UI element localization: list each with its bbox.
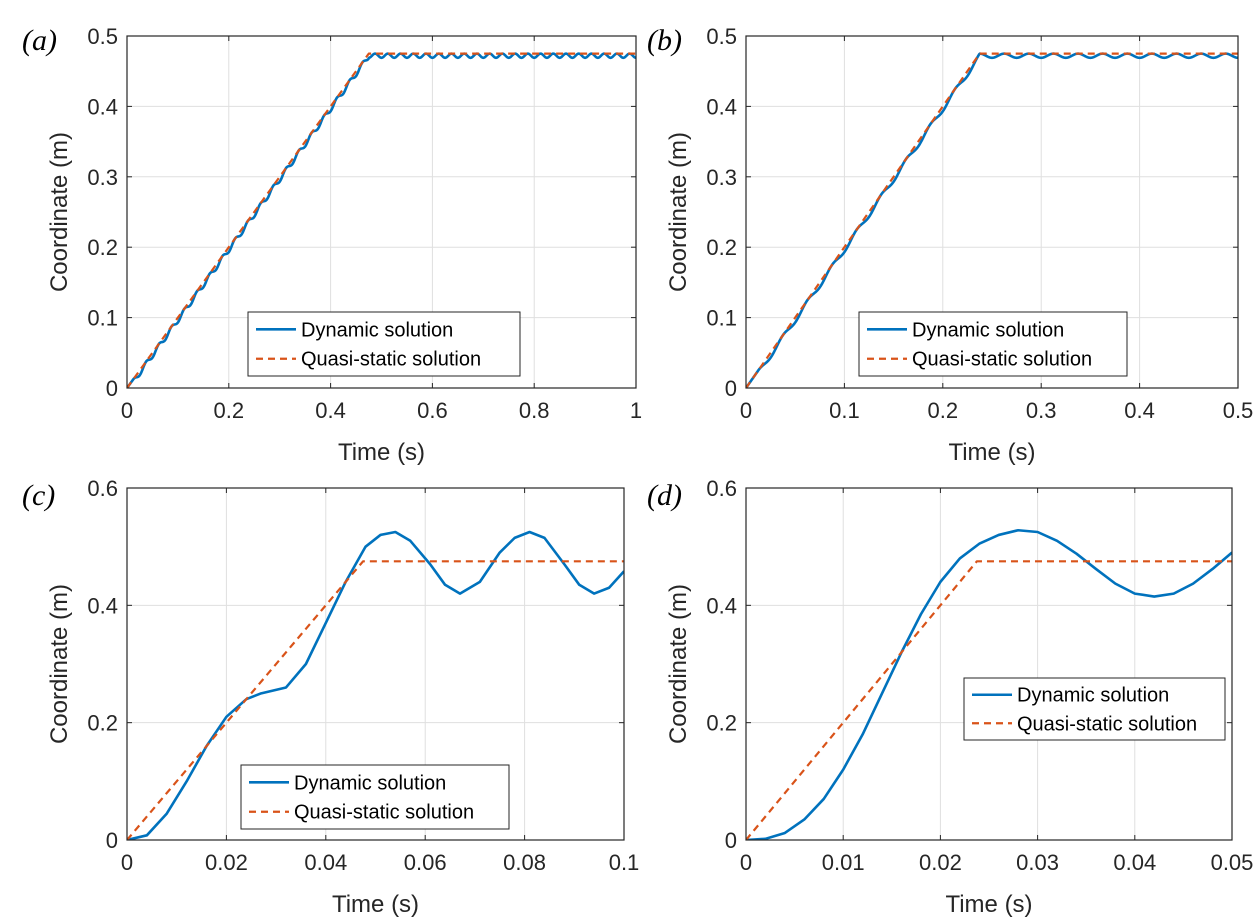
panel-label: (a) bbox=[22, 24, 57, 57]
legend-box bbox=[963, 677, 1226, 741]
series-line-dynamic bbox=[127, 52, 636, 388]
y-tick-label: 0.4 bbox=[706, 593, 737, 618]
x-tick-label: 0.02 bbox=[205, 850, 248, 875]
x-tick-label: 0.1 bbox=[829, 398, 860, 423]
chart-panel-d: 0 0.01 0.02 0.03 0.04 0.05 0 0.2 0.4 0.6 Time (s) C… bbox=[647, 476, 1253, 918]
x-tick-label: 0.02 bbox=[919, 850, 962, 875]
y-tick-label: 0 bbox=[725, 376, 737, 401]
axes-box bbox=[126, 487, 625, 841]
chart-panel-b: 0 0.1 0.2 0.3 0.4 0.5 0 0.1 0.2 0.3 0.4 0.5 Time (s)… bbox=[647, 24, 1253, 466]
y-tick-label: 0.5 bbox=[706, 24, 737, 49]
y-tick-label: 0.4 bbox=[87, 593, 118, 618]
x-tick-label: 0.06 bbox=[404, 850, 447, 875]
legend: Dynamic solution Quasi-static solution bbox=[858, 311, 1128, 377]
y-tick-label: 0.1 bbox=[87, 306, 118, 331]
x-tick-label: 0 bbox=[740, 850, 752, 875]
panel-label: (c) bbox=[22, 479, 55, 512]
series-line-quasi-static bbox=[127, 52, 636, 388]
x-tick-label: 0.5 bbox=[1223, 398, 1254, 423]
y-tick-label: 0.3 bbox=[706, 165, 737, 190]
y-tick-label: 0 bbox=[725, 828, 737, 853]
y-tick-label: 0.1 bbox=[706, 306, 737, 331]
series-line-quasi-static bbox=[127, 560, 624, 840]
x-tick-label: 0.4 bbox=[1124, 398, 1155, 423]
y-axis-label: Coordinate (m) bbox=[665, 132, 692, 292]
x-axis-label: Time (s) bbox=[338, 439, 425, 466]
chart-panel-c: 0 0.02 0.04 0.06 0.08 0.1 0 0.2 0.4 0.6 Time (s) Co… bbox=[22, 476, 639, 918]
panel-label: (b) bbox=[647, 24, 682, 57]
legend-box bbox=[858, 311, 1128, 377]
x-tick-label: 0.3 bbox=[1026, 398, 1057, 423]
x-tick-label: 0.01 bbox=[822, 850, 865, 875]
legend-box bbox=[240, 764, 510, 830]
x-tick-label: 0.08 bbox=[503, 850, 546, 875]
series-line-quasi-static bbox=[746, 560, 1232, 840]
series-line-dynamic bbox=[746, 528, 1232, 840]
y-tick-label: 0.2 bbox=[87, 711, 118, 736]
y-axis-label: Coordinate (m) bbox=[46, 584, 73, 744]
x-tick-label: 0.8 bbox=[519, 398, 550, 423]
axes-box bbox=[126, 35, 637, 389]
y-tick-label: 0.2 bbox=[87, 235, 118, 260]
y-tick-label: 0.4 bbox=[706, 94, 737, 119]
panel-label: (d) bbox=[647, 479, 682, 512]
series-line-dynamic bbox=[127, 530, 624, 840]
y-axis-label: Coordinate (m) bbox=[665, 584, 692, 744]
legend: Dynamic solution Quasi-static solution bbox=[963, 677, 1226, 741]
series-line-quasi-static bbox=[746, 52, 1238, 388]
legend-label: Dynamic solution bbox=[912, 319, 1064, 341]
legend-box bbox=[247, 311, 521, 377]
x-tick-label: 0.1 bbox=[609, 850, 640, 875]
x-tick-label: 0 bbox=[121, 398, 133, 423]
legend: Dynamic solution Quasi-static solution bbox=[247, 311, 521, 377]
x-tick-label: 0.03 bbox=[1016, 850, 1059, 875]
legend-label: Dynamic solution bbox=[301, 319, 453, 341]
x-axis-label: Time (s) bbox=[332, 891, 419, 918]
series-line-dynamic bbox=[746, 52, 1238, 388]
legend-label: Dynamic solution bbox=[1017, 685, 1169, 707]
y-tick-label: 0.5 bbox=[87, 24, 118, 49]
y-tick-label: 0.2 bbox=[706, 711, 737, 736]
legend-label: Dynamic solution bbox=[294, 772, 446, 794]
x-tick-label: 0.2 bbox=[214, 398, 245, 423]
chart-panel-a: 0 0.2 0.4 0.6 0.8 1 0 0.1 0.2 0.3 0.4 0.5 Time (s) Co… bbox=[22, 24, 642, 466]
x-tick-label: 0.6 bbox=[417, 398, 448, 423]
y-tick-label: 0 bbox=[106, 828, 118, 853]
x-tick-label: 0 bbox=[740, 398, 752, 423]
axes-box bbox=[745, 487, 1233, 841]
y-tick-label: 0.6 bbox=[706, 476, 737, 501]
y-tick-label: 0.3 bbox=[87, 165, 118, 190]
y-axis-label: Coordinate (m) bbox=[46, 132, 73, 292]
x-tick-label: 0 bbox=[121, 850, 133, 875]
y-tick-label: 0.6 bbox=[87, 476, 118, 501]
legend-label: Quasi-static solution bbox=[294, 802, 474, 824]
legend-label: Quasi-static solution bbox=[912, 349, 1092, 371]
x-tick-label: 1 bbox=[630, 398, 642, 423]
y-tick-label: 0.2 bbox=[706, 235, 737, 260]
plot-area bbox=[746, 488, 1232, 840]
x-tick-label: 0.05 bbox=[1211, 850, 1254, 875]
legend-label: Quasi-static solution bbox=[1017, 713, 1197, 735]
legend-label: Quasi-static solution bbox=[301, 349, 481, 371]
legend: Dynamic solution Quasi-static solution bbox=[240, 764, 510, 830]
x-tick-label: 0.2 bbox=[928, 398, 959, 423]
axes-box bbox=[745, 35, 1239, 389]
x-tick-label: 0.4 bbox=[315, 398, 346, 423]
x-tick-label: 0.04 bbox=[304, 850, 347, 875]
y-tick-label: 0 bbox=[106, 376, 118, 401]
x-tick-label: 0.04 bbox=[1113, 850, 1156, 875]
x-axis-label: Time (s) bbox=[945, 891, 1032, 918]
y-tick-label: 0.4 bbox=[87, 94, 118, 119]
x-axis-label: Time (s) bbox=[948, 439, 1035, 466]
